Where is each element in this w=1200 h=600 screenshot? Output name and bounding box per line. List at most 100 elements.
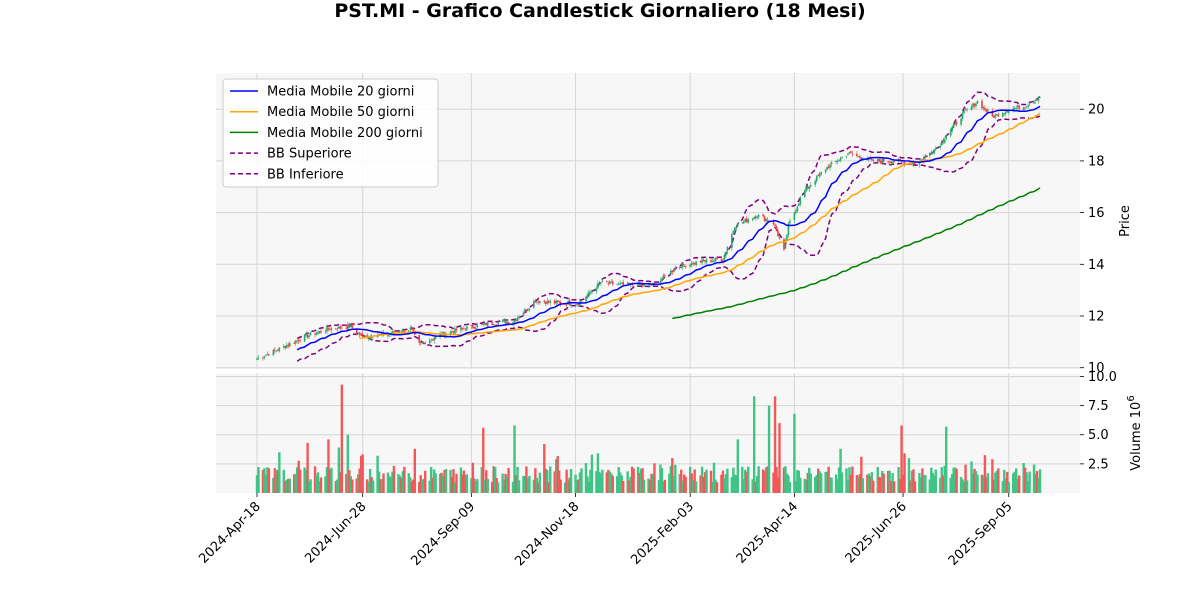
volume-bar — [909, 480, 912, 493]
candle-body — [275, 350, 278, 352]
candle-body — [282, 346, 285, 348]
candle-body — [338, 326, 340, 329]
volume-bar — [459, 467, 463, 493]
candle-body — [418, 334, 421, 343]
volume-bar — [318, 481, 321, 493]
candle-body — [848, 152, 851, 154]
candle-body — [632, 285, 635, 287]
candle-body — [713, 260, 715, 262]
volume-bar — [824, 471, 827, 493]
candle-body — [640, 284, 642, 286]
volume-bar — [647, 478, 650, 493]
candle-body — [847, 153, 849, 155]
volume-bar — [939, 477, 942, 493]
candle-body — [492, 324, 495, 326]
volume-bar — [922, 474, 926, 493]
candle-body — [963, 110, 965, 114]
volume-bar — [502, 479, 506, 493]
candle-body — [860, 157, 863, 160]
volume-bar — [724, 474, 728, 493]
candle-body — [952, 123, 955, 128]
volume-bar — [380, 479, 384, 493]
volume-bar — [486, 478, 489, 493]
candle-body — [475, 327, 477, 329]
candle-body — [463, 328, 465, 330]
candle-body — [664, 275, 666, 277]
volume-bar — [565, 469, 568, 493]
candle-body — [466, 326, 468, 330]
candle-body — [501, 320, 504, 322]
volume-bar — [449, 469, 452, 493]
candle-body — [285, 345, 288, 349]
volume-bar — [608, 471, 611, 493]
volume-bar — [584, 463, 588, 493]
volume-bar — [566, 480, 570, 493]
volume-bar — [288, 478, 291, 493]
volume-bar — [563, 482, 567, 493]
volume-bar — [964, 464, 967, 493]
volume-bar — [605, 472, 609, 493]
candle-body — [472, 324, 474, 328]
candle-body — [320, 331, 322, 333]
candle-body — [744, 218, 747, 222]
candle-body — [565, 304, 568, 306]
volume-bar — [857, 477, 860, 493]
candle-body — [628, 282, 630, 285]
candle-body — [588, 291, 590, 296]
candle-body — [949, 130, 952, 136]
volume-bar — [525, 466, 528, 493]
candle-body — [845, 155, 848, 157]
volume-bar — [535, 477, 539, 493]
volume-bar — [574, 474, 577, 493]
volume-bar — [950, 473, 954, 493]
candle-body — [549, 301, 552, 303]
volume-bar — [400, 477, 403, 493]
candle-body — [491, 322, 493, 325]
volume-bar — [391, 471, 394, 493]
candle-body — [887, 161, 889, 163]
price-tick-label: 10 — [1088, 361, 1105, 376]
volume-bar — [997, 468, 1000, 493]
volume-bar — [285, 479, 288, 493]
volume-bar — [1026, 481, 1030, 493]
candle-body — [464, 329, 467, 331]
volume-bar — [860, 456, 863, 493]
volume-bar — [651, 473, 655, 493]
volume-bar — [630, 466, 634, 493]
volume-bar — [413, 448, 416, 493]
volume-bar — [985, 477, 988, 493]
volume-bar — [325, 467, 329, 493]
volume-bar — [638, 472, 641, 493]
volume-bar — [559, 479, 562, 493]
candle-body — [930, 153, 933, 155]
volume-bar — [694, 481, 698, 493]
candle-body — [495, 324, 498, 326]
candle-body — [997, 114, 1000, 117]
candle-body — [661, 279, 663, 282]
volume-bar — [953, 467, 957, 493]
candle-body — [1001, 113, 1004, 117]
volume-bar — [461, 474, 464, 493]
volume-axis-label-text: Volume 10 — [1129, 402, 1144, 471]
volume-bar — [703, 472, 707, 493]
volume-bar — [621, 480, 625, 493]
volume-bar — [945, 426, 948, 493]
volume-bar — [370, 477, 373, 493]
volume-bar — [840, 472, 844, 493]
volume-bar — [828, 477, 832, 493]
candle-body — [345, 327, 348, 329]
volume-bar — [723, 478, 726, 493]
volume-bar — [1025, 472, 1028, 493]
volume-bar — [534, 468, 537, 493]
candle-body — [265, 355, 267, 356]
candle-body — [606, 281, 608, 283]
candle-body — [1028, 103, 1031, 105]
candle-body — [929, 152, 931, 156]
candle-body — [1006, 111, 1009, 112]
candle-body — [460, 327, 462, 331]
volume-bar — [601, 469, 604, 493]
volume-bar — [742, 479, 745, 493]
candle-body — [786, 234, 788, 241]
candle-body — [482, 323, 485, 325]
candle-body — [695, 261, 697, 266]
